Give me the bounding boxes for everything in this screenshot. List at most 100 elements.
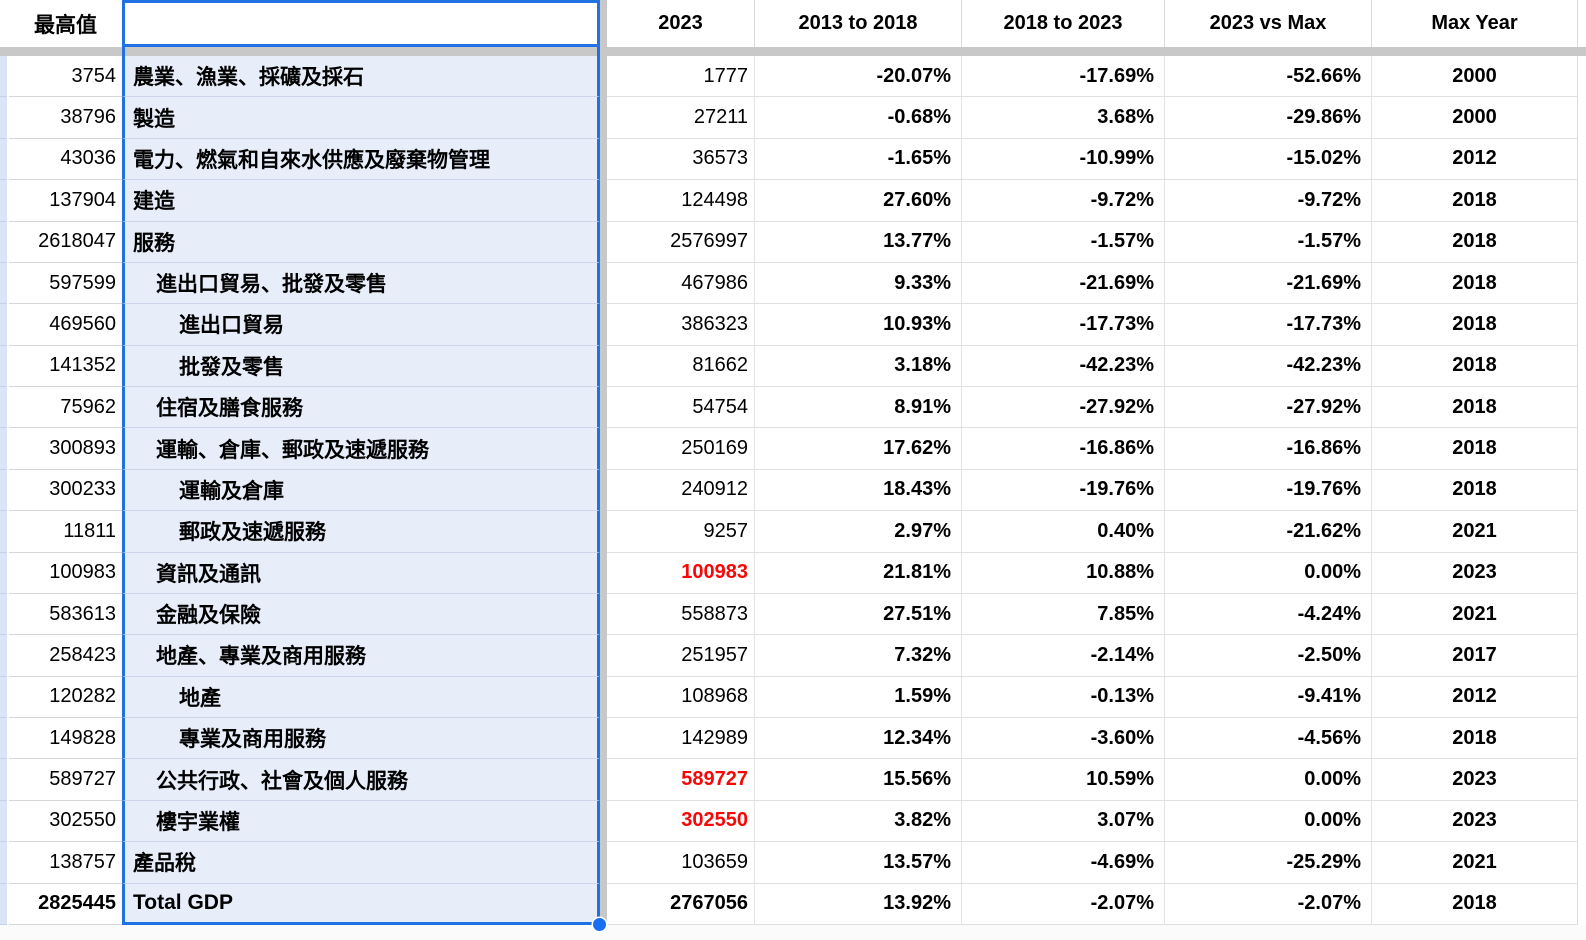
pct-2023-vs-max-cell[interactable]: -27.92% <box>1165 387 1372 429</box>
value-2023-cell[interactable]: 558873 <box>607 593 755 636</box>
pct-2018-2023-cell[interactable]: -42.23% <box>962 345 1165 387</box>
value-2023-cell[interactable]: 467986 <box>607 262 755 305</box>
pct-2013-2018-cell[interactable]: 10.93% <box>755 304 962 346</box>
sector-name-cell[interactable]: 地產、專業及商用服務 <box>122 635 600 677</box>
sector-name-cell[interactable]: 運輸及倉庫 <box>122 469 600 512</box>
pct-2018-2023-cell[interactable]: -2.07% <box>962 883 1165 925</box>
value-2023-cell[interactable]: 302550 <box>607 800 755 843</box>
max-value-cell[interactable]: 597599 <box>9 262 122 305</box>
pct-2013-2018-cell[interactable]: 13.77% <box>755 221 962 263</box>
max-year-cell[interactable]: 2021 <box>1372 842 1578 884</box>
column-header-2018-to-2023[interactable]: 2018 to 2023 <box>962 0 1165 47</box>
max-value-cell[interactable]: 302550 <box>9 800 122 843</box>
column-header-2023-vs-max[interactable]: 2023 vs Max <box>1165 0 1372 47</box>
pct-2018-2023-cell[interactable]: -10.99% <box>962 138 1165 181</box>
sector-name-cell[interactable]: 產品稅 <box>122 842 600 884</box>
max-value-cell[interactable]: 75962 <box>9 387 122 429</box>
value-2023-cell[interactable]: 2767056 <box>607 883 755 925</box>
pct-2018-2023-cell[interactable]: -4.69% <box>962 842 1165 884</box>
max-value-cell[interactable]: 137904 <box>9 180 122 222</box>
pct-2018-2023-cell[interactable]: 7.85% <box>962 593 1165 636</box>
max-year-cell[interactable]: 2018 <box>1372 221 1578 263</box>
max-value-cell[interactable]: 141352 <box>9 345 122 387</box>
pct-2013-2018-cell[interactable]: 27.51% <box>755 593 962 636</box>
max-value-cell[interactable]: 300233 <box>9 469 122 512</box>
pct-2023-vs-max-cell[interactable]: -21.62% <box>1165 511 1372 553</box>
column-header-max-year[interactable]: Max Year <box>1372 0 1578 47</box>
value-2023-cell[interactable]: 27211 <box>607 97 755 139</box>
max-year-cell[interactable]: 2021 <box>1372 593 1578 636</box>
pct-2018-2023-cell[interactable]: 10.88% <box>962 552 1165 594</box>
value-2023-cell[interactable]: 251957 <box>607 635 755 677</box>
pct-2013-2018-cell[interactable]: 15.56% <box>755 759 962 801</box>
max-value-cell[interactable]: 149828 <box>9 718 122 760</box>
max-value-cell[interactable]: 3754 <box>9 56 122 98</box>
sector-name-cell[interactable]: 專業及商用服務 <box>122 718 600 760</box>
sector-name-cell[interactable]: 住宿及膳食服務 <box>122 387 600 429</box>
pct-2013-2018-cell[interactable]: 9.33% <box>755 262 962 305</box>
pct-2018-2023-cell[interactable]: 10.59% <box>962 759 1165 801</box>
max-year-cell[interactable]: 2018 <box>1372 883 1578 925</box>
pct-2023-vs-max-cell[interactable]: -2.07% <box>1165 883 1372 925</box>
pct-2013-2018-cell[interactable]: 21.81% <box>755 552 962 594</box>
pct-2013-2018-cell[interactable]: 3.82% <box>755 800 962 843</box>
pct-2023-vs-max-cell[interactable]: -25.29% <box>1165 842 1372 884</box>
pct-2013-2018-cell[interactable]: 2.97% <box>755 511 962 553</box>
max-value-column-header[interactable]: 最高值 <box>9 0 122 47</box>
value-2023-cell[interactable]: 2576997 <box>607 221 755 263</box>
max-value-cell[interactable]: 589727 <box>9 759 122 801</box>
pct-2023-vs-max-cell[interactable]: -29.86% <box>1165 97 1372 139</box>
pct-2023-vs-max-cell[interactable]: 0.00% <box>1165 800 1372 843</box>
max-value-cell[interactable]: 38796 <box>9 97 122 139</box>
sector-name-cell[interactable]: 電力、燃氣和自來水供應及廢棄物管理 <box>122 138 600 181</box>
value-2023-cell[interactable]: 54754 <box>607 387 755 429</box>
pct-2018-2023-cell[interactable]: -0.13% <box>962 676 1165 718</box>
max-year-cell[interactable]: 2018 <box>1372 718 1578 760</box>
pct-2013-2018-cell[interactable]: 18.43% <box>755 469 962 512</box>
value-2023-cell[interactable]: 1777 <box>607 56 755 98</box>
pct-2023-vs-max-cell[interactable]: -4.24% <box>1165 593 1372 636</box>
pct-2013-2018-cell[interactable]: 3.18% <box>755 345 962 387</box>
sector-name-cell[interactable]: 公共行政、社會及個人服務 <box>122 759 600 801</box>
value-2023-cell[interactable]: 589727 <box>607 759 755 801</box>
max-value-cell[interactable]: 43036 <box>9 138 122 181</box>
max-value-cell[interactable]: 100983 <box>9 552 122 594</box>
value-2023-cell[interactable]: 81662 <box>607 345 755 387</box>
pct-2023-vs-max-cell[interactable]: -1.57% <box>1165 221 1372 263</box>
pct-2023-vs-max-cell[interactable]: -9.41% <box>1165 676 1372 718</box>
sector-name-cell[interactable]: 服務 <box>122 221 600 263</box>
max-value-cell[interactable]: 469560 <box>9 304 122 346</box>
column-header-2023[interactable]: 2023 <box>607 0 755 47</box>
pct-2013-2018-cell[interactable]: 7.32% <box>755 635 962 677</box>
sector-name-cell[interactable]: 樓宇業權 <box>122 800 600 843</box>
max-year-cell[interactable]: 2000 <box>1372 56 1578 98</box>
value-2023-cell[interactable]: 100983 <box>607 552 755 594</box>
pct-2023-vs-max-cell[interactable]: -4.56% <box>1165 718 1372 760</box>
sector-name-cell[interactable]: 運輸、倉庫、郵政及速遞服務 <box>122 428 600 470</box>
pct-2023-vs-max-cell[interactable]: 0.00% <box>1165 759 1372 801</box>
max-value-cell[interactable]: 11811 <box>9 511 122 553</box>
max-year-cell[interactable]: 2018 <box>1372 304 1578 346</box>
pct-2023-vs-max-cell[interactable]: -42.23% <box>1165 345 1372 387</box>
pct-2023-vs-max-cell[interactable]: -17.73% <box>1165 304 1372 346</box>
pct-2023-vs-max-cell[interactable]: 0.00% <box>1165 552 1372 594</box>
max-year-cell[interactable]: 2023 <box>1372 552 1578 594</box>
value-2023-cell[interactable]: 386323 <box>607 304 755 346</box>
pct-2013-2018-cell[interactable]: -0.68% <box>755 97 962 139</box>
pct-2023-vs-max-cell[interactable]: -52.66% <box>1165 56 1372 98</box>
selected-column-header-cell[interactable] <box>122 0 600 47</box>
max-year-cell[interactable]: 2017 <box>1372 635 1578 677</box>
pct-2013-2018-cell[interactable]: 13.57% <box>755 842 962 884</box>
max-year-cell[interactable]: 2018 <box>1372 345 1578 387</box>
max-year-cell[interactable]: 2018 <box>1372 387 1578 429</box>
pct-2023-vs-max-cell[interactable]: -15.02% <box>1165 138 1372 181</box>
pct-2018-2023-cell[interactable]: -9.72% <box>962 180 1165 222</box>
max-year-cell[interactable]: 2023 <box>1372 800 1578 843</box>
sector-name-cell[interactable]: 進出口貿易 <box>122 304 600 346</box>
pct-2018-2023-cell[interactable]: -2.14% <box>962 635 1165 677</box>
pct-2023-vs-max-cell[interactable]: -16.86% <box>1165 428 1372 470</box>
max-value-cell[interactable]: 2618047 <box>9 221 122 263</box>
sector-name-cell[interactable]: 農業、漁業、採礦及採石 <box>122 56 600 98</box>
max-year-cell[interactable]: 2023 <box>1372 759 1578 801</box>
value-2023-cell[interactable]: 108968 <box>607 676 755 718</box>
